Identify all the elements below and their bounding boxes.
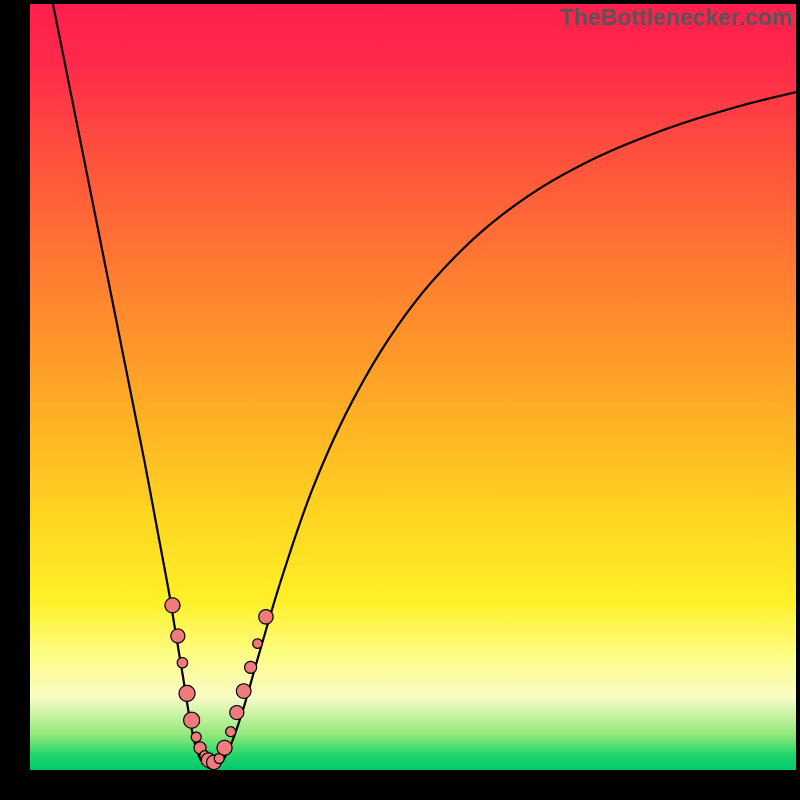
data-marker	[184, 712, 200, 728]
data-marker	[230, 706, 244, 720]
data-marker	[253, 639, 263, 649]
bottleneck-curve	[212, 92, 796, 769]
watermark-text: TheBottlenecker.com	[560, 4, 793, 31]
data-marker	[177, 658, 187, 668]
data-marker	[165, 598, 180, 613]
data-marker	[179, 685, 195, 701]
data-marker	[236, 684, 251, 699]
data-marker	[191, 732, 201, 742]
data-marker	[245, 661, 257, 673]
plot-svg	[0, 0, 800, 800]
data-marker	[217, 740, 232, 755]
data-marker	[259, 610, 273, 624]
data-marker	[171, 629, 185, 643]
figure-root: TheBottlenecker.com	[0, 0, 800, 800]
data-marker	[226, 727, 236, 737]
bottleneck-curve	[53, 4, 212, 769]
